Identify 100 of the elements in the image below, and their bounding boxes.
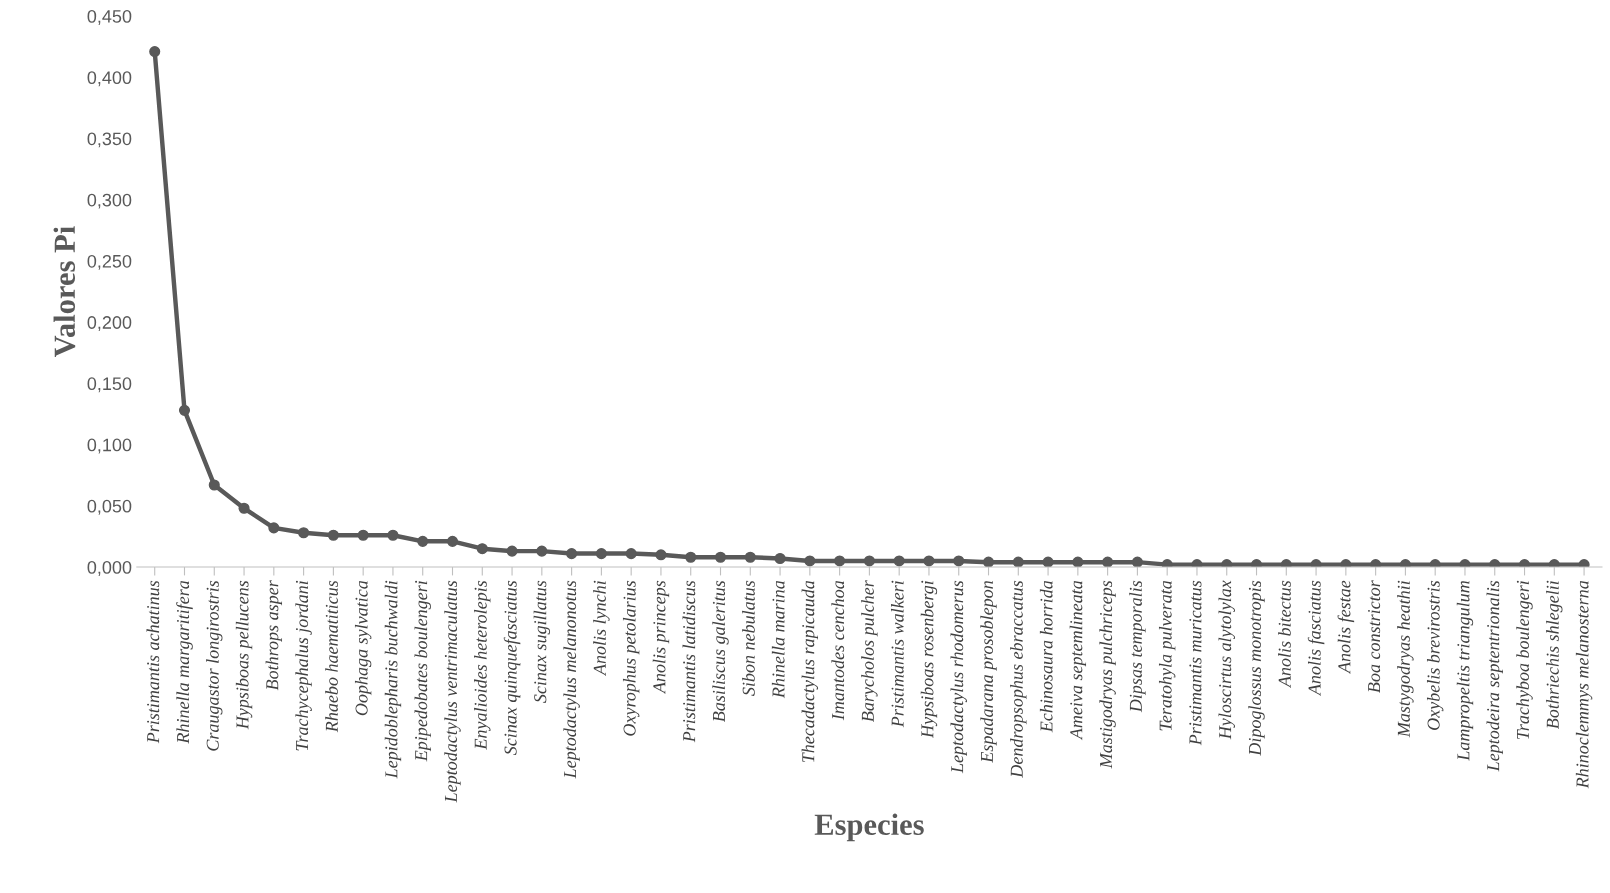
point <box>1102 556 1114 568</box>
point <box>357 529 369 541</box>
x-tick-label: Pristimantis walkeri <box>890 580 904 728</box>
point <box>714 551 727 563</box>
point <box>1161 559 1173 568</box>
x-tick-label: Dipoglossus monotropis <box>1248 580 1265 756</box>
x-tick-label: Oophaga sylvatica <box>354 580 372 716</box>
point <box>298 527 310 539</box>
point <box>1429 559 1441 568</box>
x-tick-label: Basiliscus galeritus <box>712 580 729 723</box>
point <box>387 529 399 541</box>
x-tick-label: Pristimantis achatinus <box>146 580 160 744</box>
point <box>1221 559 1233 568</box>
point <box>178 404 191 416</box>
y-tick-label: 0,300 <box>87 193 132 209</box>
x-tick-label: Leptodactylus rhodomerus <box>950 580 967 774</box>
point <box>1340 559 1352 568</box>
x-tick-label: Bothrops asper <box>265 580 283 691</box>
x-tick-label: Mastigodryas pulchriceps <box>1099 580 1116 769</box>
point <box>327 529 339 541</box>
point <box>536 545 548 557</box>
point <box>863 555 875 567</box>
point <box>506 545 518 557</box>
x-tick-label: Rhaebo haematiticus <box>325 580 338 733</box>
x-tick-label: Hyloscirtus alytolylax <box>1218 580 1235 740</box>
x-tick-label: Scinax quinquefasciatus <box>503 580 521 756</box>
x-tick-label: Anolis bitectus <box>1278 580 1291 689</box>
point <box>208 479 220 491</box>
point <box>893 555 905 567</box>
x-tick-label: Hypsiboas rosenbergi <box>920 580 938 739</box>
x-tick-label: Echinosaura horrida <box>1039 580 1053 733</box>
point <box>1042 556 1054 568</box>
x-tick-label: Anolis princeps <box>652 580 670 695</box>
point <box>1459 559 1471 568</box>
y-axis-title: Valores Pi <box>53 226 76 358</box>
x-tick-label: Pristimantis muricatus <box>1189 580 1202 746</box>
y-tick-label: 0,150 <box>87 377 132 393</box>
y-tick-label: 0,450 <box>87 10 132 25</box>
point <box>1012 556 1024 568</box>
point <box>982 556 995 568</box>
point <box>1072 556 1084 568</box>
point <box>804 555 816 567</box>
point <box>1370 559 1382 568</box>
point <box>774 552 786 565</box>
x-tick-label: Sibon nebulatus <box>742 580 755 696</box>
x-tick-label: Anolis festae <box>1337 580 1355 675</box>
x-tick-label: Mastygodryas heathii <box>1397 580 1414 738</box>
x-tick-label: Trachycephalus jordani <box>295 580 312 751</box>
point <box>1131 556 1143 568</box>
x-tick-label: Anolis fasciatus <box>1307 580 1325 697</box>
x-tick-label: Teratohyla pulverata <box>1158 580 1176 731</box>
x-tick-label: Oxybelis brevirostris <box>1426 580 1444 730</box>
point <box>625 548 637 560</box>
x-tick-label: Lepidoblepharis buchwaldi <box>384 580 402 779</box>
x-tick-label: Leptodactylus melanonotus <box>563 580 580 779</box>
point <box>566 548 578 560</box>
point <box>149 46 161 58</box>
point <box>834 555 846 567</box>
x-tick-label: Leptodactylus ventrimaculatus <box>444 580 461 803</box>
y-tick-label: 0,250 <box>87 254 132 270</box>
x-tick-label: Barycholos pulcher <box>861 580 878 722</box>
point <box>1548 559 1560 568</box>
x-tick-label: Leptodeira septentrionalis <box>1486 580 1503 772</box>
x-tick-label: Epipedobates boulengeri <box>414 580 431 762</box>
x-tick-label: Rhinella marina <box>771 580 785 699</box>
point <box>476 543 488 555</box>
point <box>1280 559 1292 568</box>
x-tick-label: Scinax sugillatus <box>533 580 551 703</box>
y-tick-label: 0,100 <box>87 438 132 454</box>
x-tick-label: Boa constrictor <box>1368 580 1381 693</box>
x-tick-label: Espadarana prosoblepon <box>980 581 997 763</box>
point <box>953 555 965 567</box>
point <box>923 555 935 567</box>
x-tick-label: Bothriechis shlegelii <box>1546 580 1563 730</box>
x-tick-label: Dipsas temporalis <box>1129 580 1146 713</box>
point <box>1310 559 1322 568</box>
point <box>1399 559 1411 568</box>
x-tick-label: Hypsiboas pellucens <box>235 580 253 730</box>
x-tick-label: Rhinoclemmys melanosterna <box>1575 580 1593 789</box>
x-tick-label: Pristimantis latidiscus <box>682 580 696 743</box>
point <box>595 548 607 560</box>
point <box>1578 559 1590 568</box>
x-tick-label: Thecadactylus rapicauda <box>801 580 819 763</box>
point <box>1191 559 1203 568</box>
point <box>655 549 667 561</box>
y-tick-label: 0,400 <box>87 71 132 87</box>
x-tick-label: Ameiva septemlineata <box>1069 580 1087 741</box>
x-tick-label: Imantodes cenchoa <box>831 580 845 721</box>
y-tick-label: 0,200 <box>87 316 132 332</box>
x-tick-label: Lampropeltis triangulum <box>1456 581 1474 761</box>
x-tick-label: Trachyboa boulengeri <box>1516 580 1533 740</box>
point <box>685 551 697 563</box>
point <box>268 522 280 534</box>
x-tick-label: Craugastor longirostris <box>206 580 223 751</box>
point <box>238 502 250 514</box>
point <box>417 535 429 547</box>
x-tick-label: Dendropsophus ebraccatus <box>1010 580 1027 778</box>
x-tick-label: Oxyrophus petolarius <box>622 580 640 736</box>
point <box>744 551 756 563</box>
y-tick-label: 0,000 <box>87 560 132 576</box>
